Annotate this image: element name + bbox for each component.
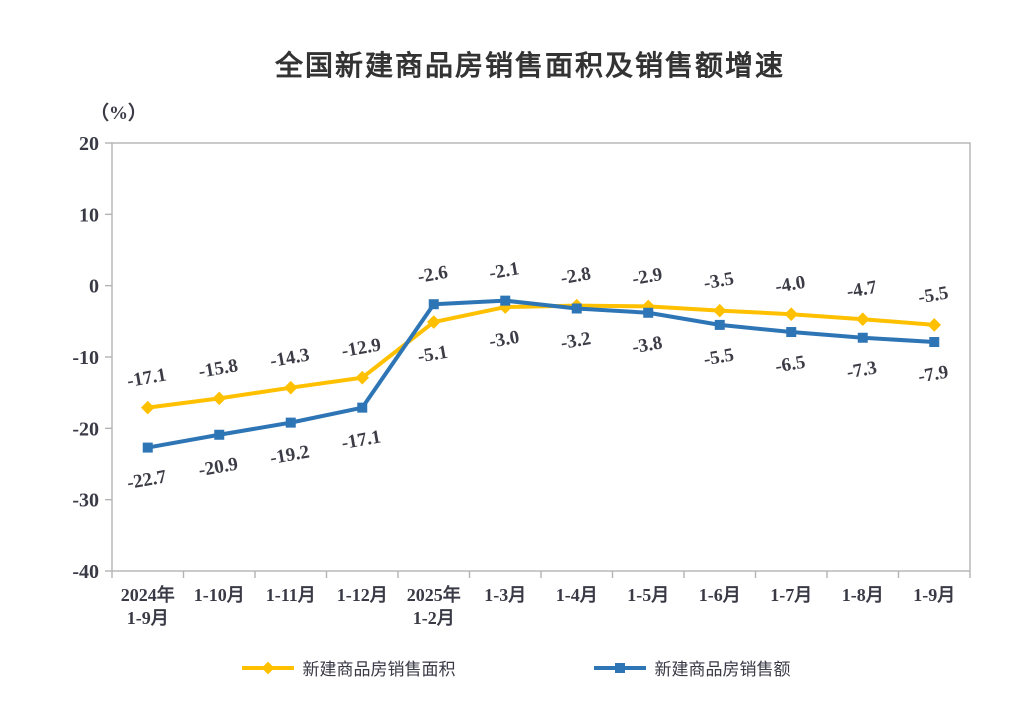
area-series-data-label: -4.0 xyxy=(774,272,807,298)
sales-series-marker xyxy=(714,319,725,330)
y-tick-label: 10 xyxy=(79,204,99,226)
y-tick-label: -40 xyxy=(72,561,99,583)
area-series-data-label: -17.1 xyxy=(125,364,168,392)
area-series-data-label: -3.0 xyxy=(488,327,521,353)
diamond-marker-icon xyxy=(261,661,274,674)
x-tick-label: 1-3月 xyxy=(484,585,526,605)
plot-area-border xyxy=(111,142,971,572)
sales-series-marker xyxy=(357,402,368,413)
x-tick-label: 2024年 1-9月 xyxy=(121,584,175,628)
sales-series-marker xyxy=(929,337,940,348)
y-tick-label: 0 xyxy=(89,276,99,298)
sales-series-data-label: -7.9 xyxy=(917,362,950,388)
sales-series-marker xyxy=(500,295,511,306)
sales-series-data-label: -2.1 xyxy=(488,258,521,284)
y-axis-unit-label: （%） xyxy=(90,103,148,124)
area-series-line xyxy=(145,303,937,410)
area-series-data-label: -5.5 xyxy=(917,283,950,309)
y-tick-label: 20 xyxy=(79,133,99,155)
sales-series-marker xyxy=(571,303,582,314)
x-tick-label: 1-4月 xyxy=(556,585,598,605)
sales-series-data-label: -20.9 xyxy=(197,454,240,482)
area-series-marker xyxy=(212,391,227,406)
area-series-marker xyxy=(283,380,298,395)
x-tick-label: 1-12月 xyxy=(337,585,388,605)
area-series-data-label: -2.9 xyxy=(631,264,664,290)
area-series-data-label: -14.3 xyxy=(268,344,311,372)
sales-series-data-label: -22.7 xyxy=(125,466,168,494)
x-tick-label: 1-10月 xyxy=(194,585,245,605)
area-series-marker xyxy=(140,400,155,415)
legend-item-sales-revenue: 新建商品房销售额 xyxy=(593,655,791,680)
sales-series-data-label: -19.2 xyxy=(268,441,311,469)
chart-legend: 新建商品房销售面积 新建商品房销售额 xyxy=(0,655,1032,680)
area-series-marker xyxy=(426,315,441,329)
square-marker-icon xyxy=(614,662,625,673)
sales-series-data-label: -3.8 xyxy=(631,332,664,358)
area-series-swatch xyxy=(241,661,294,674)
sales-series-data-label: -5.5 xyxy=(702,345,735,371)
x-tick-label: 1-5月 xyxy=(627,585,669,605)
area-series-data-label: -3.5 xyxy=(702,268,735,294)
area-series-marker xyxy=(355,370,370,385)
legend-item-sales-area: 新建商品房销售面积 xyxy=(241,655,456,680)
area-series-data-label: -5.1 xyxy=(416,342,449,368)
y-tick-label: -10 xyxy=(72,347,99,369)
x-tick-label: 1-11月 xyxy=(266,585,316,605)
x-tick-label: 1-7月 xyxy=(770,585,812,605)
area-series-data-label: -15.8 xyxy=(197,355,240,383)
sales-series-data-label: -3.2 xyxy=(559,328,592,354)
area-series-marker xyxy=(784,307,799,321)
x-tick-label: 1-6月 xyxy=(699,585,741,605)
sales-series-marker xyxy=(857,332,868,343)
area-series-marker xyxy=(712,303,727,318)
chart-title: 全国新建商品房销售面积及销售额增速 xyxy=(274,50,786,81)
sales-series-marker xyxy=(142,442,153,453)
y-tick-label: -30 xyxy=(72,490,99,512)
sales-series-data-label: -7.3 xyxy=(845,357,878,383)
sales-series-data-label: -2.6 xyxy=(416,262,449,288)
area-series-data-label: -12.9 xyxy=(340,334,383,362)
area-series-marker xyxy=(927,318,942,332)
x-tick-label: 1-8月 xyxy=(842,585,884,605)
sales-series-data-label: -6.5 xyxy=(774,352,807,378)
legend-label-sales-revenue: 新建商品房销售额 xyxy=(654,660,791,679)
sales-series-data-label: -17.1 xyxy=(340,426,383,454)
sales-series-swatch xyxy=(593,662,646,673)
x-tick-label: 2025年 1-2月 xyxy=(407,584,461,628)
sales-series-marker xyxy=(214,429,225,440)
sales-series-marker xyxy=(643,307,654,318)
sales-series-line xyxy=(145,298,937,450)
sales-series-marker xyxy=(786,327,797,338)
y-tick-label: -20 xyxy=(72,418,99,440)
x-tick-label: 1-9月 xyxy=(913,585,955,605)
legend-label-sales-area: 新建商品房销售面积 xyxy=(302,660,456,679)
area-series-data-label: -4.7 xyxy=(845,277,879,303)
area-series-data-label: -2.8 xyxy=(559,263,592,289)
sales-series-marker xyxy=(428,299,439,310)
area-series-marker xyxy=(855,312,870,326)
sales-series-marker xyxy=(285,417,296,428)
